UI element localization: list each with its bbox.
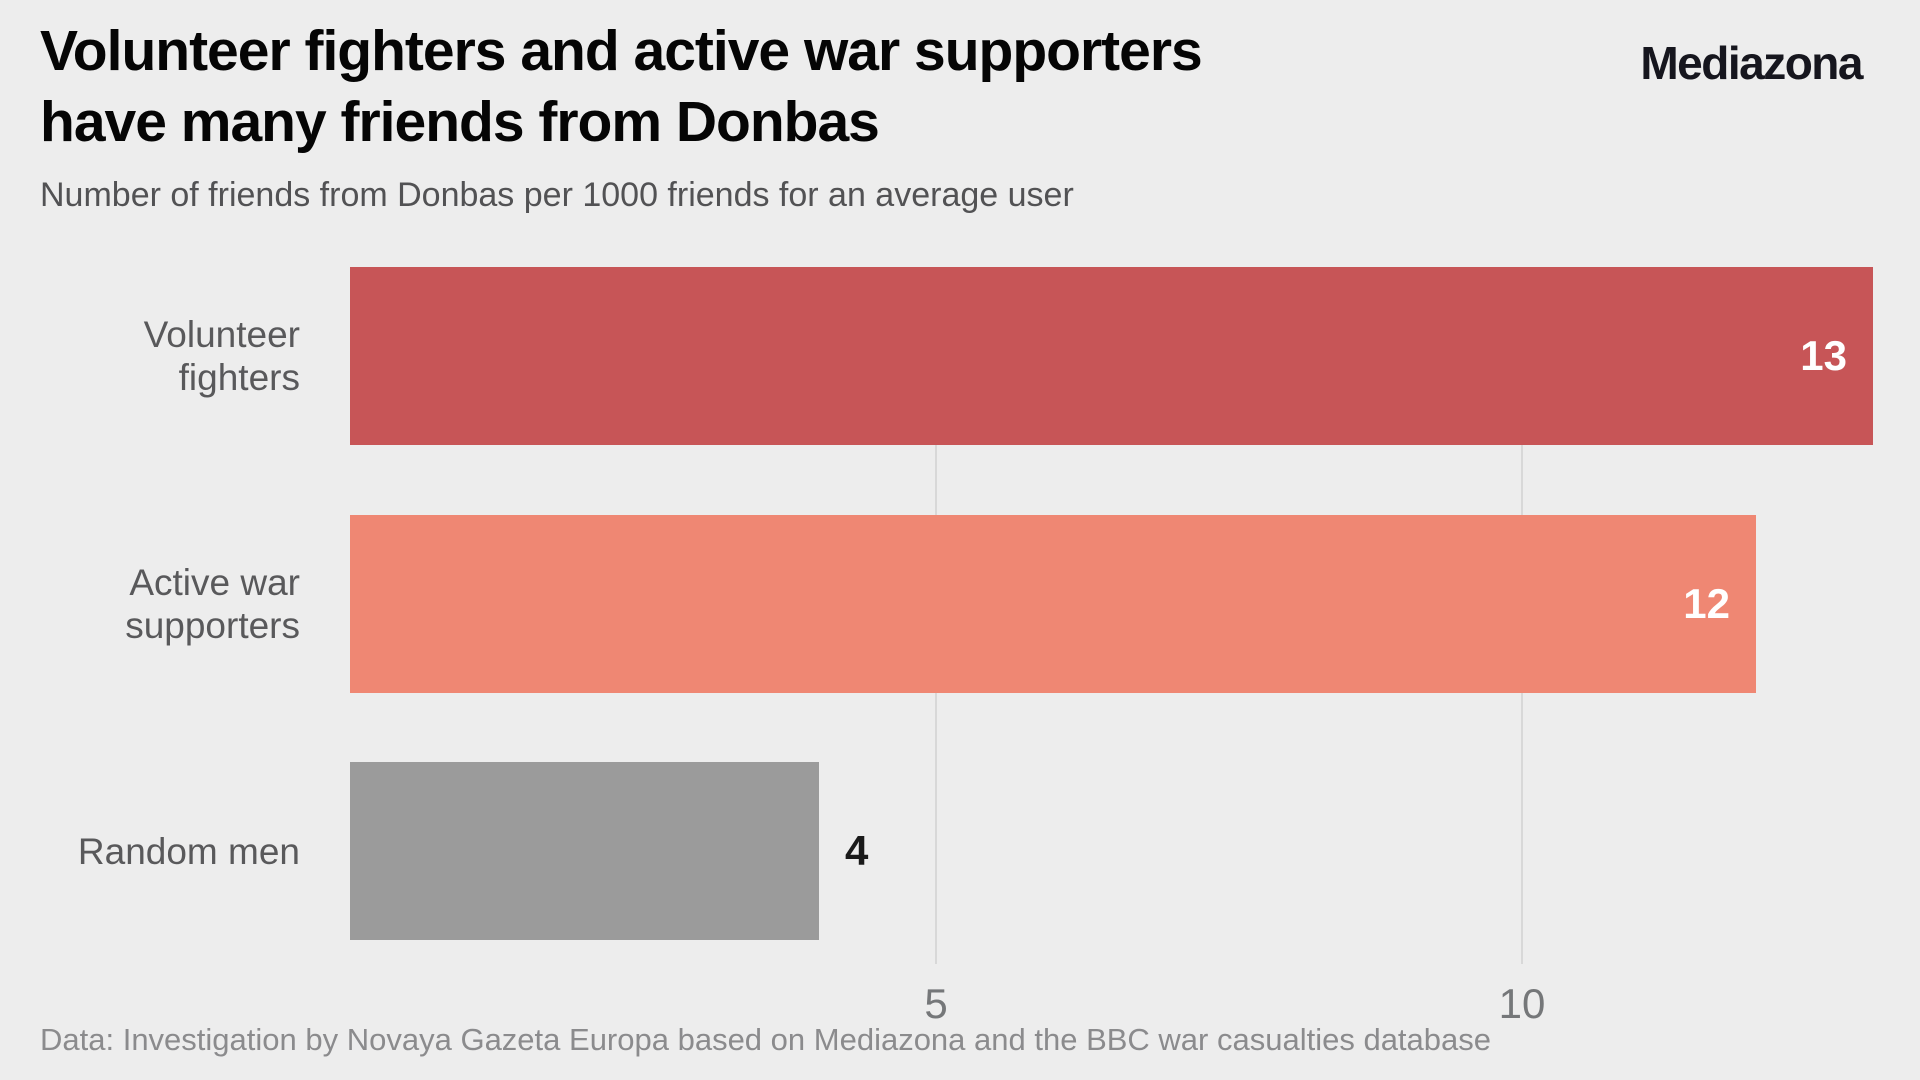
data-source-note: Data: Investigation by Novaya Gazeta Eur… [40, 1022, 1492, 1057]
chart-title: Volunteer fighters and active war suppor… [40, 16, 1203, 158]
bar-active-war-supporters: 12 [350, 515, 1756, 693]
value-label-volunteer-fighters: 13 [1800, 332, 1847, 379]
category-label-line: supporters [125, 605, 300, 646]
bar-random-men [350, 762, 819, 940]
bar-volunteer-fighters: 13 [350, 267, 1873, 445]
x-axis-tick-5: 5 [924, 980, 948, 1027]
category-label-line: fighters [178, 357, 300, 398]
bar-row-volunteer-fighters: Volunteer fighters 13 [0, 267, 1920, 445]
bar-row-active-war-supporters: Active war supporters 12 [0, 515, 1920, 693]
value-label-random-men: 4 [845, 827, 869, 874]
category-label-active-war-supporters: Active war supporters [0, 515, 300, 693]
value-label-active-war-supporters: 12 [1683, 580, 1730, 627]
mediazona-wordmark: Mediazona [1640, 37, 1863, 89]
chart-title-line-1: Volunteer fighters and active war suppor… [40, 19, 1203, 83]
category-label-line: Volunteer [143, 314, 300, 355]
bar-row-random-men: Random men 4 [0, 762, 1920, 940]
chart-subtitle: Number of friends from Donbas per 1000 f… [40, 176, 1074, 214]
x-axis-tick-10: 10 [1498, 980, 1546, 1027]
category-label-random-men: Random men [0, 762, 300, 940]
chart-title-line-2: have many friends from Donbas [40, 90, 880, 154]
category-label-line: Random men [77, 830, 300, 872]
category-label-line: Active war [129, 562, 300, 603]
category-label-volunteer-fighters: Volunteer fighters [0, 267, 300, 445]
